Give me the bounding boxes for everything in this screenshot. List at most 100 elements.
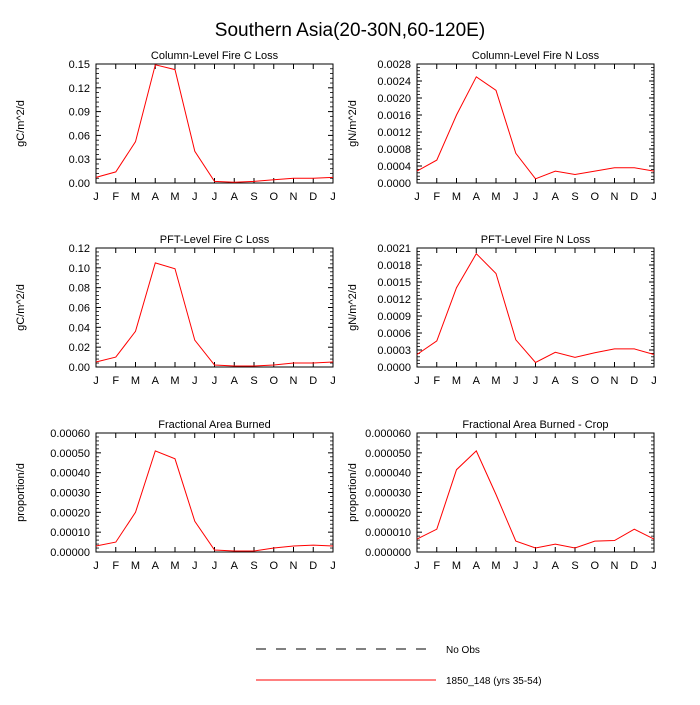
x-tick-label: S bbox=[250, 560, 257, 572]
panel-title: Fractional Area Burned bbox=[158, 419, 271, 431]
panel-title: Fractional Area Burned - Crop bbox=[462, 419, 608, 431]
x-tick-label: M bbox=[491, 560, 500, 572]
chart-panel: Column-Level Fire C Loss 0.00 0.03 0.06 0.09… bbox=[15, 50, 336, 203]
x-tick-label: J bbox=[93, 191, 99, 203]
y-tick-label: 0.0016 bbox=[377, 110, 411, 122]
x-tick-label: A bbox=[552, 375, 560, 387]
x-tick-label: J bbox=[513, 560, 519, 572]
legend: No Obs 1850_148 (yrs 35-54) bbox=[256, 645, 542, 687]
y-tick-label: 0.0004 bbox=[377, 161, 411, 173]
y-axis-label: gN/m^2/d bbox=[347, 284, 359, 331]
x-tick-label: N bbox=[290, 191, 298, 203]
x-tick-label: D bbox=[309, 560, 317, 572]
x-tick-label: J bbox=[533, 191, 539, 203]
x-tick-label: D bbox=[630, 191, 638, 203]
y-tick-label: 0.06 bbox=[69, 303, 90, 315]
y-tick-label: 0.02 bbox=[69, 342, 90, 354]
x-tick-label: O bbox=[269, 375, 278, 387]
x-tick-label: J bbox=[212, 375, 218, 387]
x-tick-label: J bbox=[93, 560, 99, 572]
x-tick-label: J bbox=[513, 191, 519, 203]
x-tick-label: M bbox=[131, 191, 140, 203]
figure-title: Southern Asia(20-30N,60-120E) bbox=[215, 20, 485, 41]
x-tick-label: D bbox=[309, 191, 317, 203]
panel-title: Column-Level Fire N Loss bbox=[472, 50, 600, 62]
y-tick-label: 0.000040 bbox=[365, 468, 411, 480]
y-tick-label: 0.0018 bbox=[377, 260, 411, 272]
x-tick-label: F bbox=[433, 375, 440, 387]
series-line bbox=[95, 64, 334, 183]
plot-frame bbox=[95, 63, 334, 184]
y-tick-label: 0.000030 bbox=[365, 488, 411, 500]
plot-frame bbox=[416, 432, 655, 553]
x-tick-label: M bbox=[170, 375, 179, 387]
x-tick-label: J bbox=[212, 560, 218, 572]
x-tick-label: J bbox=[513, 375, 519, 387]
x-tick-label: M bbox=[452, 560, 461, 572]
legend-label: 1850_148 (yrs 35-54) bbox=[446, 676, 542, 687]
x-tick-label: F bbox=[112, 191, 119, 203]
y-tick-label: 0.12 bbox=[69, 83, 90, 95]
x-tick-label: J bbox=[533, 560, 539, 572]
chart-panel: Fractional Area Burned 0.00000 0.00010 0.00… bbox=[15, 419, 336, 572]
y-tick-label: 0.0012 bbox=[377, 294, 411, 306]
x-tick-label: F bbox=[112, 560, 119, 572]
x-tick-label: N bbox=[611, 191, 619, 203]
y-axis-label: proportion/d bbox=[347, 463, 359, 522]
panel-title: Column-Level Fire C Loss bbox=[151, 50, 279, 62]
y-tick-label: 0.0000 bbox=[377, 362, 411, 374]
x-tick-label: A bbox=[231, 191, 239, 203]
x-tick-label: S bbox=[571, 191, 578, 203]
x-tick-label: F bbox=[112, 375, 119, 387]
x-tick-label: D bbox=[630, 375, 638, 387]
chart-panel: PFT-Level Fire N Loss 0.0000 0.0003 0.0006 0… bbox=[347, 234, 657, 387]
x-tick-label: O bbox=[590, 560, 599, 572]
legend-entry: 1850_148 (yrs 35-54) bbox=[256, 676, 542, 687]
x-tick-label: S bbox=[250, 375, 257, 387]
x-tick-label: J bbox=[192, 191, 198, 203]
x-tick-label: J bbox=[93, 375, 99, 387]
x-tick-label: J bbox=[651, 560, 657, 572]
x-tick-label: O bbox=[269, 191, 278, 203]
y-tick-label: 0.0000 bbox=[377, 178, 411, 190]
x-tick-label: M bbox=[491, 375, 500, 387]
x-tick-label: A bbox=[552, 560, 560, 572]
y-tick-label: 0.0008 bbox=[377, 144, 411, 156]
x-tick-label: M bbox=[491, 191, 500, 203]
x-tick-label: N bbox=[611, 375, 619, 387]
x-tick-label: J bbox=[192, 375, 198, 387]
x-tick-label: O bbox=[590, 375, 599, 387]
y-tick-label: 0.0024 bbox=[377, 76, 411, 88]
x-tick-label: J bbox=[533, 375, 539, 387]
x-tick-label: D bbox=[630, 560, 638, 572]
series-line bbox=[416, 450, 655, 549]
x-tick-label: M bbox=[170, 191, 179, 203]
y-tick-label: 0.00 bbox=[69, 178, 90, 190]
panel-title: PFT-Level Fire N Loss bbox=[481, 234, 591, 246]
y-tick-label: 0.000010 bbox=[365, 527, 411, 539]
y-tick-label: 0.08 bbox=[69, 283, 90, 295]
x-tick-label: J bbox=[651, 191, 657, 203]
y-tick-label: 0.0006 bbox=[377, 328, 411, 340]
y-tick-label: 0.12 bbox=[69, 243, 90, 255]
x-tick-label: O bbox=[269, 560, 278, 572]
x-tick-label: F bbox=[433, 560, 440, 572]
x-tick-label: S bbox=[571, 560, 578, 572]
series-line bbox=[95, 262, 334, 367]
series-line bbox=[95, 450, 334, 552]
y-tick-label: 0.00030 bbox=[50, 488, 90, 500]
series-line bbox=[416, 252, 655, 364]
x-tick-label: F bbox=[433, 191, 440, 203]
y-tick-label: 0.0012 bbox=[377, 127, 411, 139]
x-tick-label: M bbox=[131, 375, 140, 387]
x-tick-label: J bbox=[651, 375, 657, 387]
x-tick-label: N bbox=[611, 560, 619, 572]
x-tick-label: J bbox=[330, 191, 336, 203]
legend-label: No Obs bbox=[446, 645, 480, 656]
x-tick-label: N bbox=[290, 375, 298, 387]
panel-title: PFT-Level Fire C Loss bbox=[160, 234, 270, 246]
y-tick-label: 0.000020 bbox=[365, 507, 411, 519]
x-tick-label: M bbox=[452, 375, 461, 387]
x-tick-label: A bbox=[152, 375, 160, 387]
